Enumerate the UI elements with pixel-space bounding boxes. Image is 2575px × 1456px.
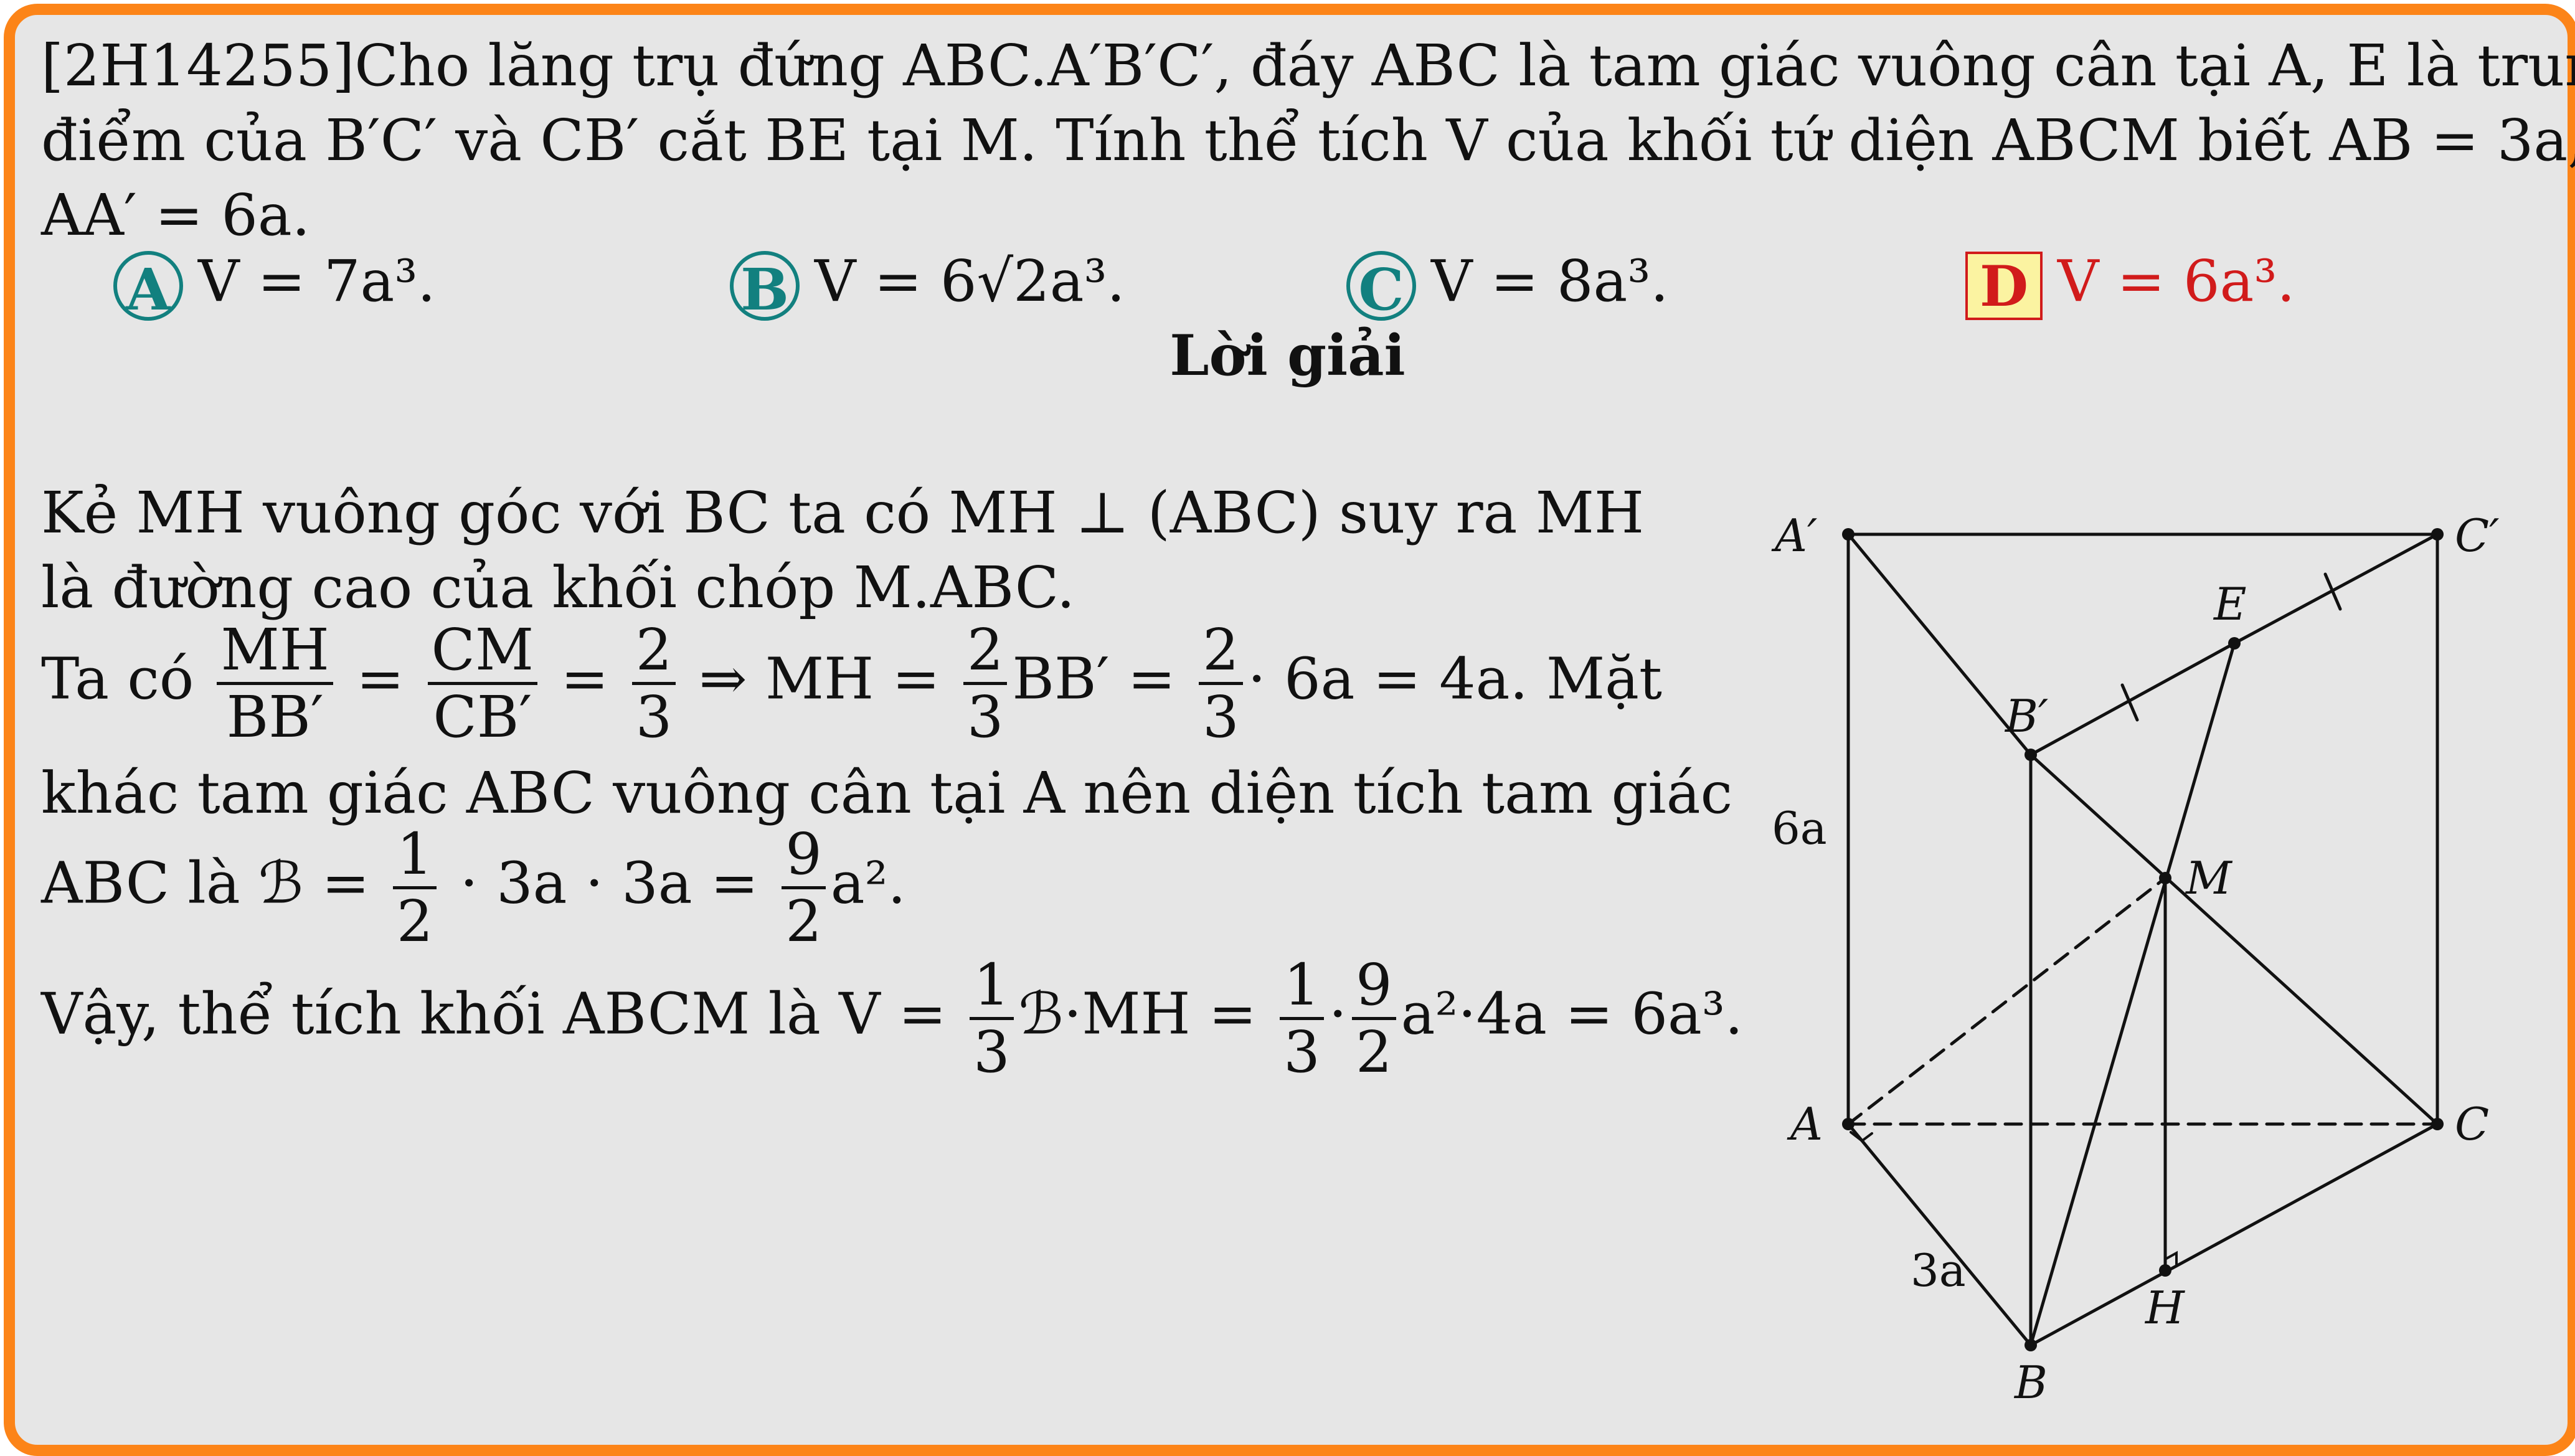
solution-line-2: là đường cao của khối chóp M.ABC. [41,554,1075,621]
solution-line-1: Kẻ MH vuông góc với BC ta có MH ⊥ (ABC) … [41,480,1645,546]
implies-mh: ⇒ MH = [699,645,940,712]
line3-end: · 6a = 4a. Mặt [1247,645,1662,712]
point-b [2025,1339,2037,1351]
label-3a: 3a [1911,1244,1966,1297]
right-angle-marker [2164,1250,2178,1265]
line6-mid: ℬ·MH = [1018,980,1257,1047]
point-b-prime [2025,749,2037,761]
point-c-prime [2431,528,2444,541]
right-angle-marker [1850,1131,1873,1143]
point-a-prime [1842,528,1854,541]
line5-mid: · 3a · 3a = [460,849,758,917]
label-m: M [2185,852,2233,904]
line3-intro: Ta có [41,645,194,712]
point-c [2431,1118,2444,1130]
label-h: H [2144,1282,2185,1334]
line5-end: a². [830,849,906,917]
edge-e-c-prime [2232,532,2439,645]
edge-b-prime-e [2029,641,2236,757]
label-6a: 6a [1772,802,1827,854]
point-m [2159,872,2171,884]
point-e [2228,637,2241,650]
choice-b-text: V = 6√2a³. [815,248,1125,314]
label-e: E [2213,578,2247,630]
edge-a-prime-b-prime [1846,532,2033,757]
line6-end: a²·4a = 6a³. [1401,980,1744,1047]
edge-a-m-dashed [1846,876,2167,1126]
problem-line-1: [2H14255]Cho lăng trụ đứng ABC.A′B′C′, đ… [41,32,2575,99]
tick-mark [2323,572,2342,611]
edge-b-e [2029,641,2236,1347]
choice-d-marker: D [1965,252,2043,321]
line5-intro: ABC là ℬ = [41,849,370,917]
edge-b-prime-c [2029,753,2439,1126]
solution-line-4: khác tam giác ABC vuông cân tại A nên di… [41,760,1733,826]
label-c-prime: C′ [2455,509,2499,562]
edge-a-b [1846,1122,2033,1347]
dot-op: · [1328,980,1348,1047]
fraction-mh-bb: MH BB′ [217,618,333,749]
choice-c-text: V = 8a³. [1431,248,1669,314]
problem-line-2: điểm của B′C′ và CB′ cắt BE tại M. Tính … [41,107,2575,174]
label-c: C [2455,1098,2489,1150]
choice-a-text: V = 7a³. [198,248,436,314]
solution-title: Lời giải [1169,323,1406,389]
tick-mark [2120,683,2139,722]
problem-line-3: AA′ = 6a. [41,182,310,248]
choice-c-marker: C [1346,251,1416,323]
solution-line-6: Vậy, thể tích khối ABCM là V = 1 3 ℬ·MH = … [41,953,1743,1084]
problem-card [4,4,2575,1456]
label-a-prime: A′ [1771,509,1817,562]
point-a [1842,1118,1854,1130]
choice-a-marker: A [113,251,183,323]
choice-d-text: V = 6a³. [2058,248,2295,314]
fraction-cm-cb: CM CB′ [427,618,538,749]
label-b-prime: B′ [2004,690,2048,742]
equals-sign: = [356,645,405,712]
label-a: A [1787,1098,1823,1150]
line6-intro: Vậy, thể tích khối ABCM là V = [41,980,947,1047]
choice-b-marker: B [730,251,800,323]
point-h [2159,1264,2171,1277]
edge-b-c [2029,1122,2439,1347]
equals-sign: = [560,645,609,712]
label-b: B [2013,1356,2048,1409]
bb-equals: BB′ = [1012,645,1176,712]
